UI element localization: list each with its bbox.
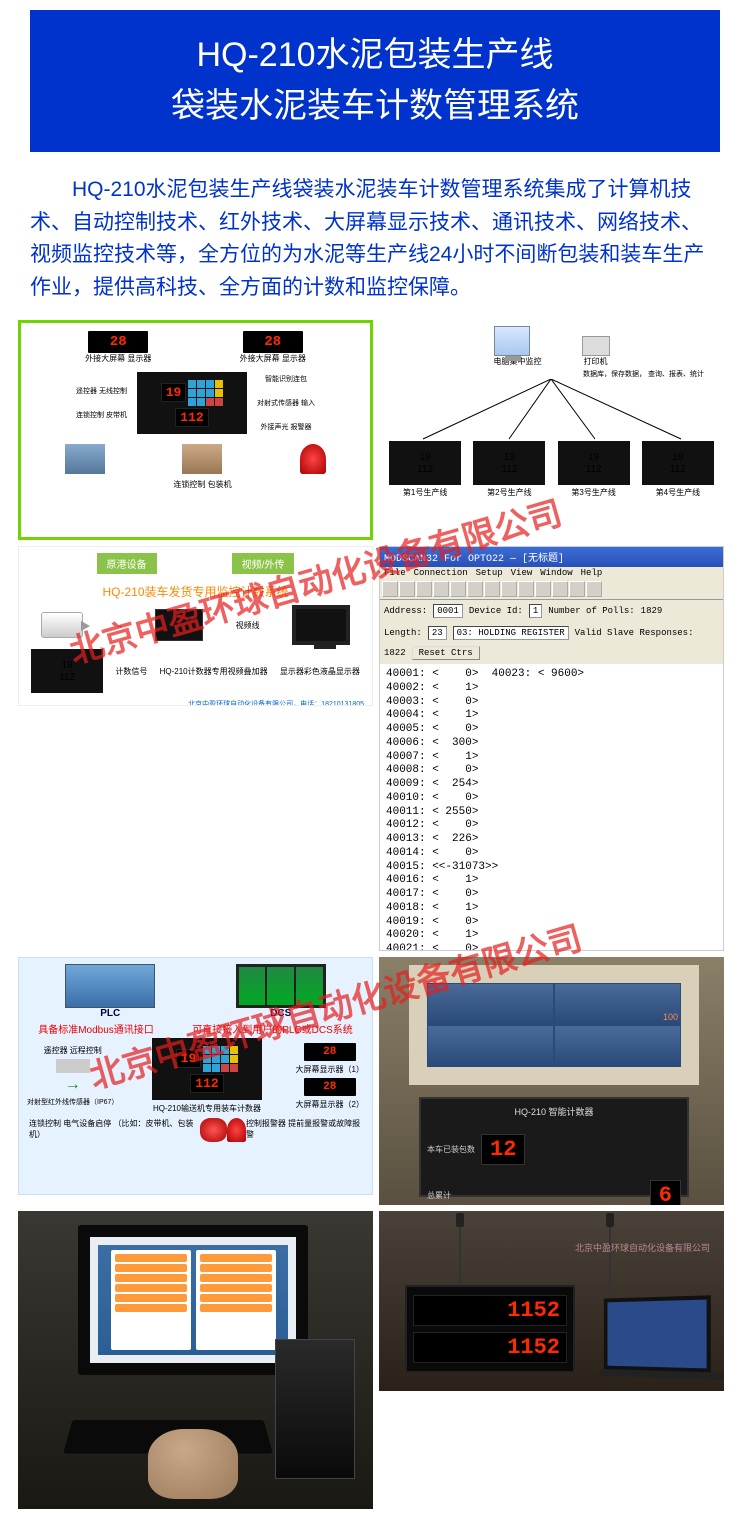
production-line-units: 19112第1号生产线 19112第2号生产线 19112第3号生产线 1911… [379,441,724,498]
p3-counter: 19112 [31,649,103,693]
p1-right-0: 智能识别连包 [265,374,307,384]
remote-icon [56,1059,90,1073]
display-left: 28 [88,331,148,353]
motor-icon [200,1118,227,1142]
pc-monitor-icon [494,326,530,356]
intro-paragraph: HQ-210水泥包装生产线袋装水泥装车计数管理系统集成了计算机技术、自动控制技术… [0,162,750,316]
title-line2: 袋装水泥装车计数管理系统 [30,81,720,132]
title-line1: HQ-210水泥包装生产线 [30,30,720,81]
panel-desktop-pc-photo [18,1211,373,1509]
desktop-monitor [78,1225,308,1375]
point-type-select[interactable]: 03: HOLDING REGISTER [453,626,569,640]
toolbar[interactable] [380,579,723,600]
title-banner: HQ-210水泥包装生产线 袋装水泥装车计数管理系统 [30,10,720,152]
unit-1: 19112 [389,441,461,485]
display-left-label: 外接大屏幕 显示器 [85,353,151,364]
reset-button[interactable]: Reset Ctrs [412,646,480,660]
display-right-label: 外接大屏幕 显示器 [240,353,306,364]
window-titlebar: MODSCAN32 For OPTO22 — [无标题] [380,547,723,567]
register-output: 40001: < 0> 40023: < 9600> 40002: < 1> 4… [380,664,723,950]
video-overlay-box [155,609,203,641]
dcs-icon [236,964,326,1008]
pc-tower [275,1339,355,1479]
panels-grid: 28 外接大屏幕 显示器 28 外接大屏幕 显示器 遥控器 无线控制 连锁控制 … [0,316,750,1513]
p1-left-1: 连锁控制 皮带机 [76,410,127,420]
network-lines [379,379,724,441]
panel-plc-dcs-diagram: PLC DCS 具备标准Modbus通讯接口可直接接入到用户的PLC或DCS系统… [18,957,373,1195]
panel-network-diagram: 电脑集中监控 打印机 数据库，保存数据， 查询、报表、统计 19112第1号生产… [379,320,724,540]
p5-counter: 19112 [152,1038,262,1100]
conveyor-icon [65,444,105,474]
count-bottom: 6 [650,1180,681,1205]
alarm-icon [300,444,326,474]
counter-top: 19 [161,383,187,402]
counter-device: 19 112 [137,372,247,434]
length-field[interactable]: 23 [428,626,447,640]
display-right: 28 [243,331,303,353]
panel-video-system: 原港设备视频/外传 HQ-210装车发货专用监控计数系统 → 视频线 19112… [18,546,373,706]
dual-bottom: 1152 [413,1332,567,1363]
camera-icon [41,612,83,638]
plc-icon [65,964,155,1008]
address-field[interactable]: 0001 [433,604,463,618]
antenna-2 [609,1213,611,1303]
hq210-counter-device: HQ-210 智能计数器 本车已装包数12 总累计6 [419,1097,689,1197]
panel-modbus-terminal: MODSCAN32 For OPTO22 — [无标题] FileConnect… [379,546,724,951]
packer-icon [182,444,222,474]
intro-text: HQ-210水泥包装生产线袋装水泥装车计数管理系统集成了计算机技术、自动控制技术… [30,178,704,299]
hand [148,1429,238,1499]
panel-cctv-counter-photo: 100 HQ-210 智能计数器 本车已装包数12 总累计6 [379,957,724,1205]
display-monitor-icon [292,605,350,645]
menubar[interactable]: FileConnectionSetupViewWindowHelp [380,567,723,579]
p1-left-0: 遥控器 无线控制 [76,386,127,396]
laptop [604,1295,711,1372]
cctv-quad-display: 100 [409,965,699,1085]
dual-display-counter: 1152 1152 [405,1285,575,1373]
panel-system-diagram: 28 外接大屏幕 显示器 28 外接大屏幕 显示器 遥控器 无线控制 连锁控制 … [18,320,373,540]
dual-top: 1152 [413,1295,567,1326]
counter-bottom: 112 [175,408,208,427]
p1-right-2: 外接声光 报警器 [261,422,312,432]
count-top: 12 [481,1134,525,1165]
alarm2-icon [227,1118,246,1142]
panel-wireless-counter-photo: 1152 1152 北京中盈环球自动化设备有限公司 [379,1211,724,1391]
p1-right-1: 对射式传感器 输入 [257,398,315,408]
printer-icon [582,336,610,356]
